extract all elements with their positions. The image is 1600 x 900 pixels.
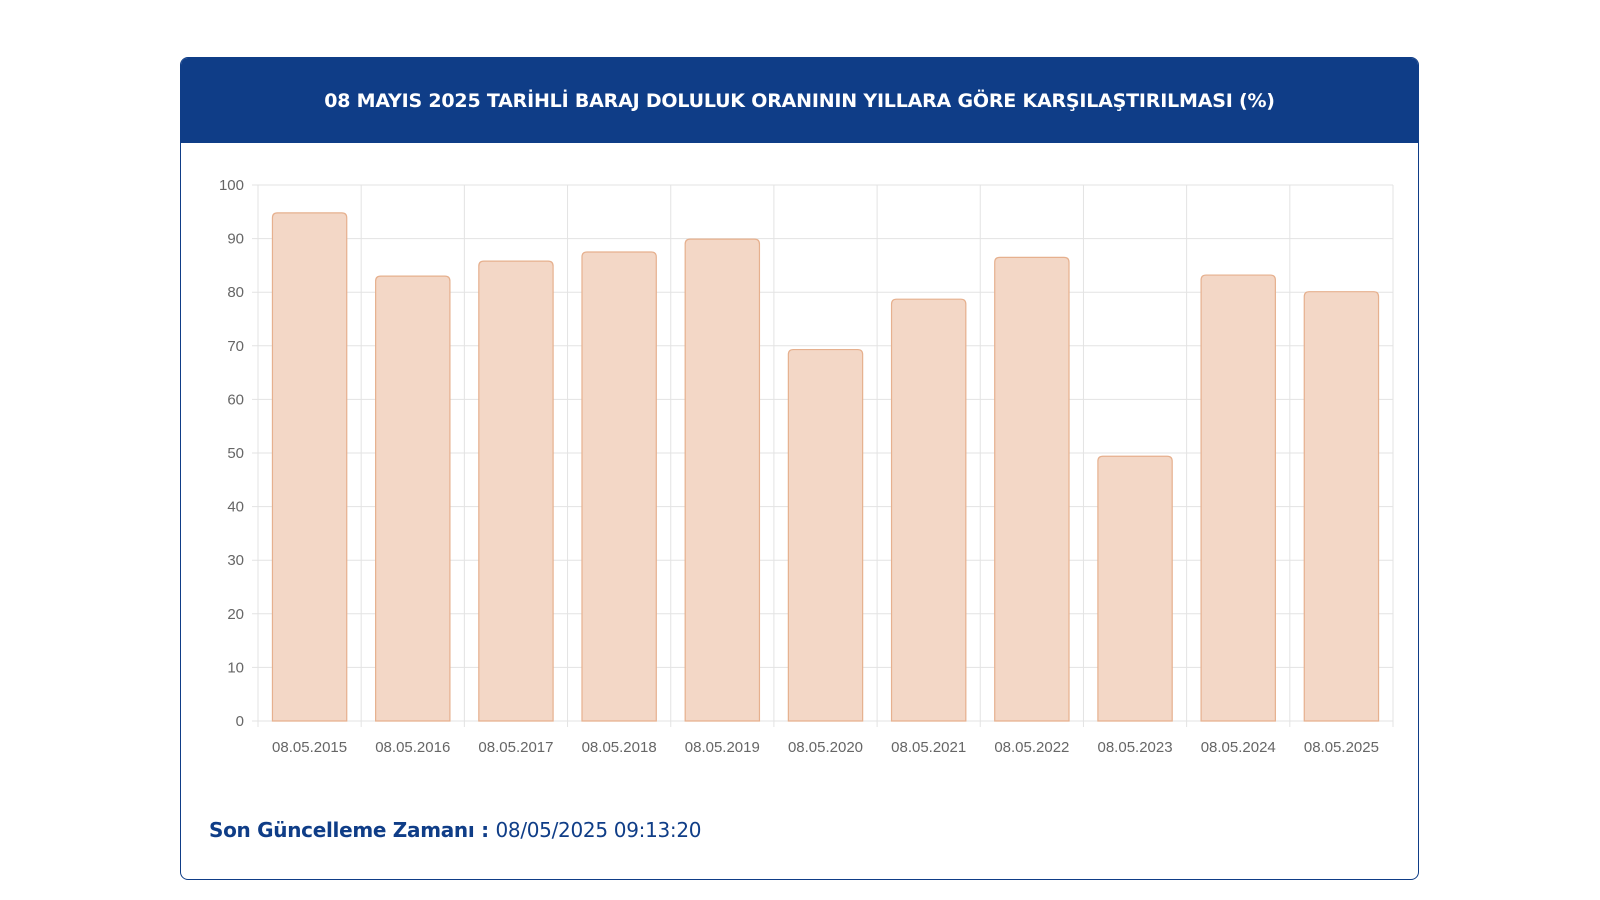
x-tick-label: 08.05.2021: [891, 739, 966, 756]
bar-layer: [271, 212, 1380, 722]
y-tick-label: 90: [227, 231, 244, 248]
bar-08.05.2025[interactable]: [1303, 291, 1380, 722]
x-tick-label: 08.05.2020: [788, 739, 863, 756]
bar-08.05.2021[interactable]: [890, 298, 967, 722]
x-tick-label: 08.05.2015: [272, 739, 347, 756]
y-axis-ticks: 0 10 20 30 40 50 60 70 80 90 100: [219, 177, 244, 730]
x-tick-label: 08.05.2017: [478, 739, 553, 756]
chart-title: 08 MAYIS 2025 TARİHLİ BARAJ DOLULUK ORAN…: [324, 89, 1275, 112]
x-tick-label: 08.05.2025: [1304, 739, 1379, 756]
last-update-label: Son Güncelleme Zamanı: [209, 818, 475, 842]
y-tick-label: 50: [227, 445, 244, 462]
y-tick-label: 60: [227, 391, 244, 408]
y-tick-label: 30: [227, 552, 244, 569]
bar-08.05.2017[interactable]: [478, 260, 554, 722]
chart-card: 08 MAYIS 2025 TARİHLİ BARAJ DOLULUK ORAN…: [180, 57, 1419, 880]
bar-08.05.2019[interactable]: [684, 238, 761, 722]
bar-08.05.2024[interactable]: [1200, 274, 1276, 722]
x-tick-label: 08.05.2016: [375, 739, 450, 756]
x-tick-label: 08.05.2023: [1098, 739, 1173, 756]
y-tick-label: 80: [227, 284, 244, 301]
bar-08.05.2018[interactable]: [581, 251, 657, 722]
bar-08.05.2015[interactable]: [271, 212, 348, 722]
bar-08.05.2023[interactable]: [1097, 455, 1173, 722]
bar-08.05.2020[interactable]: [787, 348, 864, 722]
last-update: Son Güncelleme Zamanı : 08/05/2025 09:13…: [209, 818, 702, 842]
x-axis-ticks: 08.05.2015 08.05.2016 08.05.2017 08.05.2018…: [272, 739, 1379, 756]
y-tick-label: 0: [236, 713, 244, 730]
last-update-value: 08/05/2025 09:13:20: [495, 818, 702, 842]
card-header: 08 MAYIS 2025 TARİHLİ BARAJ DOLULUK ORAN…: [181, 58, 1418, 143]
y-tick-label: 40: [227, 499, 244, 516]
bar-08.05.2022[interactable]: [994, 256, 1070, 722]
x-tick-label: 08.05.2022: [994, 739, 1069, 756]
x-tick-label: 08.05.2024: [1201, 739, 1276, 756]
last-update-separator: :: [474, 818, 496, 842]
y-tick-label: 20: [227, 606, 244, 623]
y-tick-label: 100: [219, 177, 244, 194]
x-tick-label: 08.05.2019: [685, 739, 760, 756]
bar-08.05.2016[interactable]: [375, 275, 451, 722]
y-tick-label: 70: [227, 338, 244, 355]
x-tick-label: 08.05.2018: [582, 739, 657, 756]
y-tick-label: 10: [227, 659, 244, 676]
